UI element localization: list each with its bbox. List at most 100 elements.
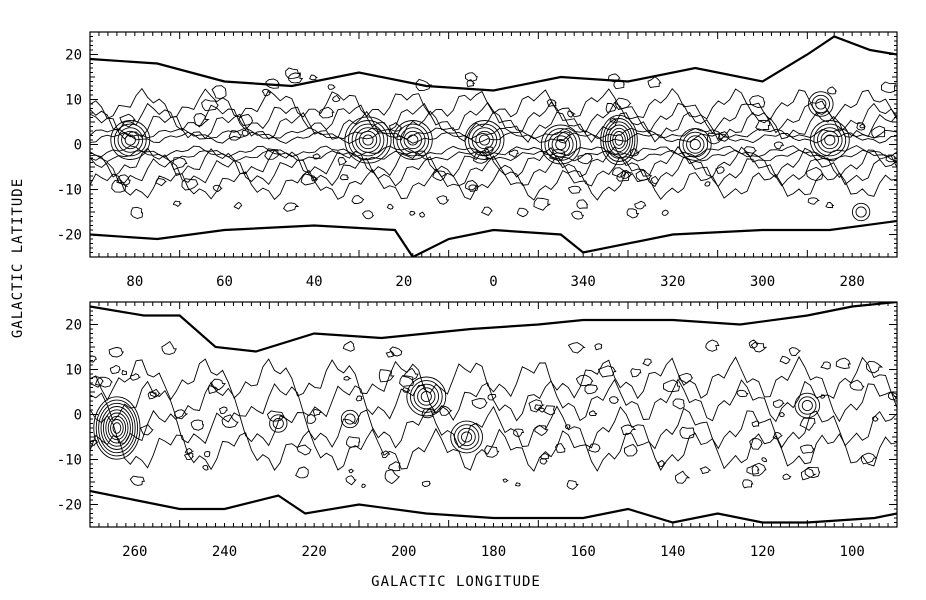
noise-contour bbox=[782, 473, 792, 480]
band-contour bbox=[90, 87, 897, 121]
noise-contour bbox=[859, 124, 866, 129]
boundary-top-line bbox=[90, 35, 897, 92]
noise-contour bbox=[516, 207, 529, 218]
x-tick-label: 220 bbox=[302, 544, 327, 560]
noise-contour bbox=[202, 464, 209, 471]
noise-contour bbox=[881, 81, 896, 94]
x-tick-label: 180 bbox=[481, 544, 506, 560]
peak-contour bbox=[600, 114, 638, 166]
band-contour bbox=[90, 427, 897, 472]
noise-contour bbox=[820, 361, 832, 370]
noise-contour bbox=[218, 406, 228, 414]
noise-contour bbox=[615, 97, 632, 111]
y-axis-title: GALACTIC LATITUDE bbox=[10, 178, 26, 338]
peak-contour bbox=[678, 128, 712, 161]
peak-contour bbox=[124, 134, 136, 146]
peak-contour bbox=[801, 399, 813, 412]
noise-contour bbox=[310, 176, 318, 182]
noise-contour bbox=[465, 72, 478, 82]
noise-contour bbox=[343, 376, 352, 381]
noise-contour bbox=[361, 210, 375, 220]
band-contour bbox=[90, 101, 897, 134]
panel-frame-bottom bbox=[89, 301, 898, 528]
noise-contour bbox=[556, 131, 571, 144]
peak-contour bbox=[824, 134, 836, 146]
noise-contour bbox=[241, 130, 249, 137]
noise-contour bbox=[514, 482, 521, 487]
band-contour bbox=[90, 168, 897, 201]
peak-contour bbox=[351, 123, 385, 157]
noise-contour bbox=[312, 408, 322, 417]
noise-contour bbox=[378, 369, 395, 383]
boundary-top-line bbox=[90, 302, 897, 353]
x-tick-label: 20 bbox=[395, 274, 412, 290]
noise-contour bbox=[772, 399, 785, 408]
peak-contour bbox=[392, 120, 433, 160]
noise-contour bbox=[436, 195, 450, 205]
noise-contour bbox=[389, 346, 403, 357]
peak-contour bbox=[851, 202, 871, 222]
peak-contour bbox=[682, 131, 709, 158]
noise-contour bbox=[351, 195, 365, 204]
noise-contour bbox=[388, 122, 402, 132]
noise-contour bbox=[295, 466, 309, 479]
band-contour bbox=[90, 154, 897, 188]
peak-contour bbox=[117, 127, 144, 153]
noise-contour bbox=[472, 151, 490, 164]
x-tick-label: 260 bbox=[122, 544, 147, 560]
noise-contour bbox=[594, 343, 603, 351]
noise-contour bbox=[538, 407, 546, 413]
noise-contour bbox=[629, 148, 640, 157]
noise-contour bbox=[116, 174, 131, 186]
noise-contour bbox=[679, 426, 696, 440]
noise-contour bbox=[513, 428, 525, 438]
noise-contour bbox=[464, 180, 479, 191]
peak-contour bbox=[105, 412, 129, 444]
noise-contour bbox=[584, 384, 599, 395]
noise-contour bbox=[266, 410, 285, 422]
y-tick-label: 20 bbox=[65, 48, 82, 64]
noise-contour bbox=[90, 355, 97, 363]
peak-contour bbox=[457, 427, 476, 447]
peak-contour bbox=[348, 120, 388, 160]
noise-contour bbox=[201, 99, 219, 112]
noise-contour bbox=[778, 411, 785, 418]
noise-contour bbox=[856, 122, 866, 131]
peak-contour bbox=[808, 91, 834, 117]
peak-contour bbox=[396, 123, 430, 157]
noise-contour bbox=[571, 210, 585, 220]
band-contour bbox=[90, 405, 897, 450]
noise-contour bbox=[634, 200, 647, 210]
peak-contour bbox=[540, 124, 581, 165]
noise-contour bbox=[533, 197, 552, 211]
x-tick-label: 100 bbox=[840, 544, 865, 560]
noise-contour bbox=[221, 414, 239, 428]
peak-contour bbox=[344, 413, 356, 425]
noise-contour bbox=[228, 130, 243, 141]
peak-contour bbox=[450, 420, 483, 454]
noise-contour bbox=[707, 132, 724, 145]
noise-contour bbox=[184, 447, 195, 455]
x-tick-label: 280 bbox=[840, 274, 865, 290]
noise-contour bbox=[534, 425, 549, 437]
noise-contour bbox=[487, 393, 497, 401]
noise-contour bbox=[331, 94, 341, 102]
noise-contour bbox=[337, 157, 348, 166]
noise-contour bbox=[161, 340, 177, 355]
noise-contour bbox=[799, 444, 815, 454]
peak-contour bbox=[811, 94, 830, 114]
noise-contour bbox=[312, 153, 322, 160]
peak-contour bbox=[809, 120, 850, 160]
peak-contour bbox=[340, 409, 360, 429]
noise-contour bbox=[626, 208, 640, 219]
noise-contour bbox=[384, 468, 401, 485]
noise-contour bbox=[399, 375, 415, 387]
peak-contour bbox=[478, 134, 491, 146]
x-tick-label: 80 bbox=[126, 274, 143, 290]
peak-contour bbox=[551, 135, 570, 154]
peak-contour bbox=[269, 414, 288, 433]
band-contour bbox=[90, 378, 897, 423]
peak-contour bbox=[417, 387, 436, 406]
